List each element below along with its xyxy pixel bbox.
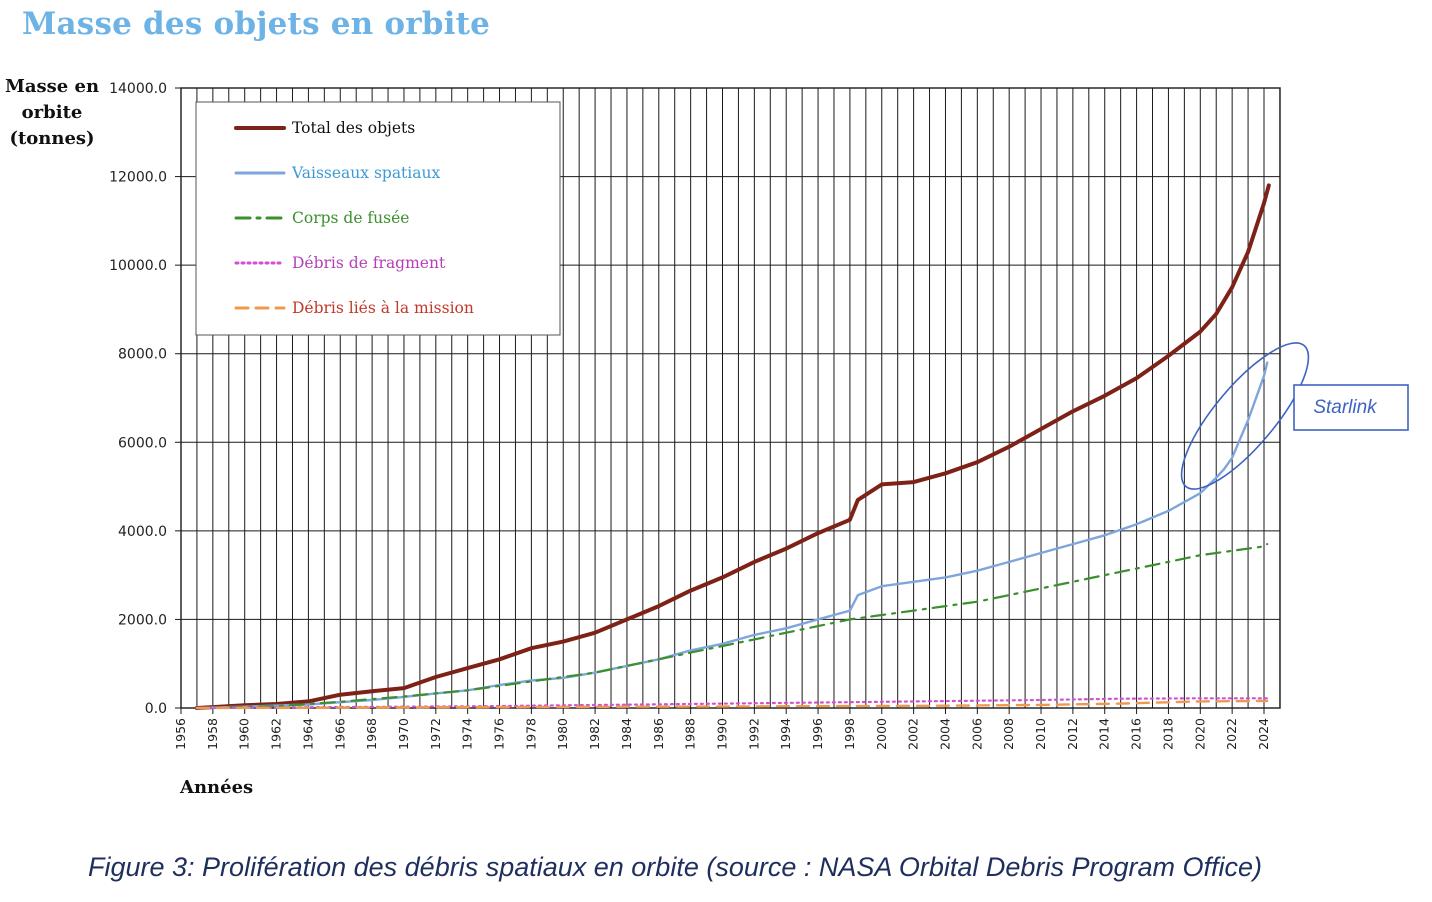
x-tick-label: 2012 — [1065, 718, 1080, 750]
chart-annotations: Starlink — [1180, 342, 1409, 490]
page-title: Masse des objets en orbite — [22, 6, 491, 42]
x-tick-label: 1998 — [842, 718, 857, 750]
x-tick-label: 1988 — [683, 718, 698, 750]
y-axis-label: orbite — [22, 102, 83, 123]
chart-series — [194, 183, 1271, 710]
y-tick-label: 4000.0 — [118, 524, 167, 540]
y-axis-label: (tonnes) — [9, 128, 94, 149]
x-tick-label: 1958 — [205, 718, 220, 750]
x-tick-label: 1994 — [778, 718, 793, 750]
x-tick-label: 1960 — [237, 718, 252, 750]
starlink-label-box — [1293, 384, 1409, 431]
x-tick-label: 2024 — [1256, 718, 1271, 750]
x-tick-label: 2020 — [1192, 718, 1207, 750]
starlink-highlight-ellipse — [1180, 342, 1310, 490]
x-tick-label: 1956 — [173, 718, 188, 750]
x-tick-label: 2008 — [1001, 718, 1016, 750]
y-tick-label: 2000.0 — [118, 612, 167, 628]
y-tick-label: 6000.0 — [118, 435, 167, 451]
x-tick-label: 1978 — [523, 718, 538, 750]
x-tick-label: 2010 — [1033, 718, 1048, 750]
y-tick-label: 8000.0 — [118, 347, 167, 363]
legend-label: Total des objets — [292, 119, 415, 137]
plot-frame — [180, 87, 1281, 709]
legend-label: Corps de fusée — [292, 209, 409, 227]
y-axis-label: Masse en — [5, 76, 99, 97]
x-tick-label: 1974 — [460, 718, 475, 750]
y-tick-label: 14000.0 — [109, 81, 167, 97]
x-tick-label: 1970 — [396, 718, 411, 750]
series-line-3 — [195, 542, 1269, 710]
x-tick-label: 1976 — [492, 718, 507, 750]
x-tick-label: 1992 — [746, 718, 761, 750]
x-tick-label: 2002 — [906, 718, 921, 750]
x-tick-label: 2016 — [1129, 718, 1144, 750]
series-line-2 — [195, 361, 1269, 710]
chart-legend: Total des objets Vaisseaux spatiaux Corps … — [195, 101, 561, 336]
series-line-1 — [194, 183, 1271, 710]
x-tick-label: 2018 — [1160, 718, 1175, 750]
x-tick-label: 1980 — [555, 718, 570, 750]
y-tick-label: 0.0 — [145, 701, 167, 717]
x-tick-label: 2006 — [969, 718, 984, 750]
x-axis-label: Années — [179, 777, 253, 798]
series-line-5 — [195, 699, 1269, 710]
series-line-4 — [195, 697, 1269, 710]
y-tick-label: 12000.0 — [109, 170, 167, 186]
figure-caption: Figure 3: Prolifération des débris spati… — [88, 852, 1262, 882]
x-tick-label: 2014 — [1097, 718, 1112, 750]
x-tick-label: 1972 — [428, 718, 443, 750]
starlink-label: Starlink — [1313, 397, 1378, 418]
x-tick-label: 1990 — [715, 718, 730, 750]
x-tick-label: 1996 — [810, 718, 825, 750]
x-tick-label: 1966 — [332, 718, 347, 750]
x-tick-label: 1984 — [619, 718, 634, 750]
x-tick-label: 1964 — [300, 718, 315, 750]
legend-label: Vaisseaux spatiaux — [291, 164, 440, 182]
x-tick-label: 1962 — [269, 718, 284, 750]
x-tick-label: 1986 — [651, 718, 666, 750]
chart-axes: 0.0 2000.0 4000.0 6000.0 8000.0 10000.0 12000.… — [5, 76, 1281, 798]
x-tick-label: 1982 — [587, 718, 602, 750]
x-tick-label: 2022 — [1224, 718, 1239, 750]
y-tick-label: 10000.0 — [109, 258, 167, 274]
legend-label: Débris de fragment — [292, 254, 446, 272]
x-tick-label: 2000 — [874, 718, 889, 750]
x-tick-label: 1968 — [364, 718, 379, 750]
chart: 0.0 2000.0 4000.0 6000.0 8000.0 10000.0 12000.… — [5, 76, 1409, 798]
x-tick-label: 2004 — [937, 718, 952, 750]
legend-label: Débris liés à la mission — [292, 299, 474, 317]
